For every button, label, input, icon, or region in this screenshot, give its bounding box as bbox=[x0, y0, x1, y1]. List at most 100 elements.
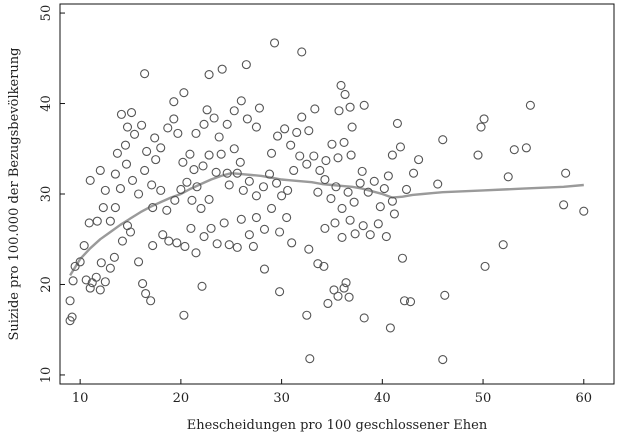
data-point bbox=[187, 195, 197, 205]
data-point bbox=[129, 129, 140, 139]
x-tick-label: 20 bbox=[173, 391, 190, 406]
data-point bbox=[229, 144, 239, 154]
data-point bbox=[304, 244, 314, 254]
x-tick-label: 60 bbox=[576, 391, 593, 406]
data-point bbox=[197, 281, 207, 291]
data-point bbox=[241, 60, 251, 70]
data-point bbox=[498, 240, 508, 250]
data-point bbox=[216, 149, 226, 159]
data-point bbox=[95, 285, 105, 295]
data-point bbox=[433, 179, 443, 189]
data-point bbox=[355, 178, 365, 188]
data-point bbox=[476, 122, 486, 132]
data-point bbox=[320, 223, 330, 233]
data-point bbox=[304, 126, 314, 136]
data-point bbox=[286, 140, 296, 150]
data-point bbox=[337, 232, 347, 242]
data-point bbox=[399, 296, 410, 306]
data-point bbox=[480, 261, 490, 271]
data-point bbox=[326, 193, 336, 204]
data-point bbox=[79, 241, 89, 251]
data-point bbox=[333, 291, 343, 301]
data-point bbox=[115, 184, 125, 194]
data-point bbox=[525, 100, 535, 110]
data-point bbox=[277, 191, 287, 201]
data-point bbox=[217, 64, 227, 74]
data-point bbox=[68, 276, 78, 286]
data-point bbox=[134, 257, 144, 267]
data-point bbox=[206, 223, 216, 233]
data-point bbox=[392, 118, 402, 128]
data-point bbox=[369, 176, 379, 186]
data-point bbox=[280, 124, 290, 134]
data-point bbox=[365, 230, 375, 240]
data-point bbox=[273, 131, 283, 141]
data-point bbox=[251, 212, 261, 223]
data-point bbox=[321, 155, 331, 166]
data-point bbox=[179, 310, 189, 320]
data-point bbox=[389, 209, 399, 219]
data-point bbox=[125, 227, 136, 237]
data-point bbox=[134, 189, 144, 199]
data-point bbox=[156, 185, 166, 195]
data-point bbox=[172, 238, 182, 248]
data-point bbox=[169, 97, 179, 107]
data-point bbox=[387, 196, 397, 206]
data-point bbox=[251, 191, 261, 201]
data-point bbox=[319, 261, 329, 271]
data-point bbox=[357, 166, 367, 176]
data-point bbox=[199, 119, 209, 129]
data-point bbox=[344, 292, 354, 302]
data-point bbox=[561, 168, 571, 178]
data-point bbox=[156, 143, 166, 153]
data-point bbox=[141, 288, 151, 299]
data-point bbox=[401, 184, 412, 195]
data-point bbox=[251, 122, 261, 132]
data-point bbox=[84, 218, 94, 228]
data-point bbox=[192, 182, 202, 192]
data-point bbox=[189, 165, 199, 175]
data-point bbox=[178, 157, 188, 167]
data-point bbox=[180, 241, 190, 252]
data-point bbox=[148, 241, 158, 251]
data-point bbox=[339, 137, 349, 147]
data-point bbox=[350, 229, 360, 239]
data-point bbox=[334, 106, 344, 116]
data-point bbox=[358, 221, 368, 231]
data-point bbox=[405, 297, 416, 307]
y-tick-label: 40 bbox=[39, 95, 54, 112]
data-point bbox=[479, 114, 489, 124]
data-point bbox=[329, 285, 339, 295]
data-point bbox=[345, 102, 355, 112]
data-point bbox=[109, 252, 119, 262]
data-point bbox=[346, 150, 356, 160]
data-point bbox=[238, 185, 248, 195]
x-tick-label: 40 bbox=[374, 391, 391, 406]
data-point bbox=[359, 100, 369, 110]
trend-line-layer bbox=[69, 172, 584, 277]
data-point bbox=[287, 238, 297, 248]
y-tick-label: 20 bbox=[39, 276, 54, 293]
data-point bbox=[204, 70, 214, 80]
data-point bbox=[272, 178, 282, 188]
data-point bbox=[343, 187, 353, 197]
data-point bbox=[438, 355, 448, 365]
data-point bbox=[96, 258, 106, 268]
data-point bbox=[170, 195, 180, 205]
data-point bbox=[202, 105, 212, 115]
data-point bbox=[395, 142, 406, 152]
data-point bbox=[222, 119, 232, 129]
data-point bbox=[182, 177, 192, 187]
y-tick-label: 30 bbox=[39, 186, 54, 203]
y-tick-label: 10 bbox=[39, 367, 54, 384]
data-point bbox=[266, 203, 277, 214]
data-point bbox=[75, 257, 85, 267]
data-point bbox=[70, 261, 80, 271]
data-point bbox=[341, 278, 351, 288]
data-point bbox=[142, 146, 152, 157]
data-point bbox=[320, 174, 330, 185]
data-point bbox=[137, 120, 147, 130]
data-point bbox=[211, 167, 221, 177]
data-point bbox=[259, 264, 270, 274]
